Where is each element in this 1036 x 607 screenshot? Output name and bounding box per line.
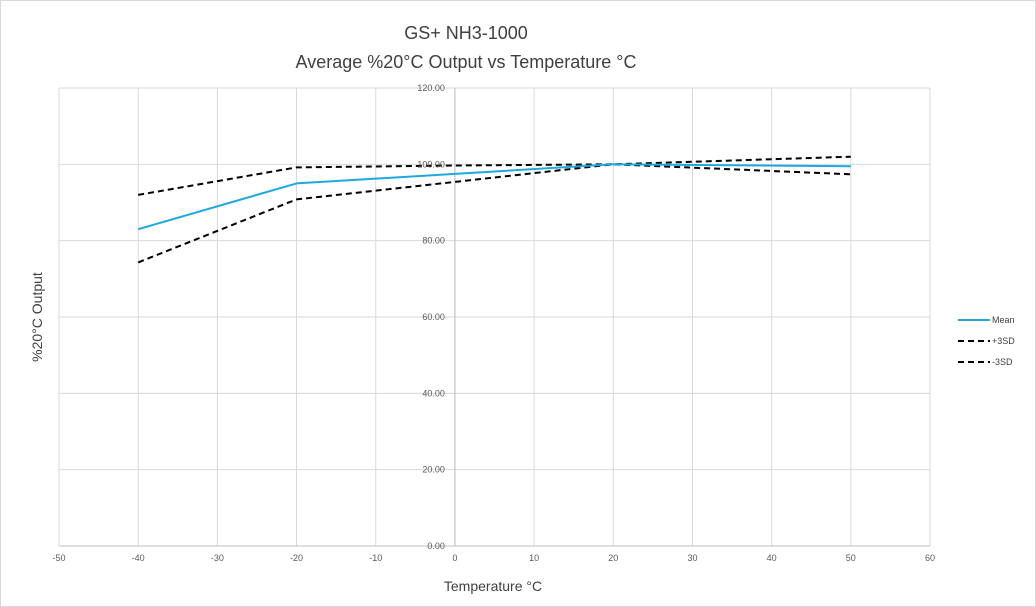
series-lines — [137, 155, 851, 264]
x-tick-label: 60 — [925, 553, 935, 563]
y-tick-label: 120.00 — [417, 83, 445, 93]
grid-lines — [58, 87, 931, 547]
series-line-mean — [137, 163, 851, 231]
y-tick-label: 40.00 — [422, 388, 445, 398]
chart-title-line2: Average %20°C Output vs Temperature °C — [296, 52, 637, 72]
x-axis-title: Temperature °C — [444, 578, 542, 594]
legend: Mean +3SD -3SD — [958, 315, 1015, 367]
x-tick-label: -40 — [132, 553, 145, 563]
y-tick-label: 100.00 — [417, 159, 445, 169]
x-tick-label: 0 — [452, 553, 457, 563]
x-tick-label: -30 — [211, 553, 224, 563]
tick-labels: -50 -40 -30 -20 -10 0 10 20 30 40 50 60 0.00 20.00 40.… — [52, 83, 935, 563]
legend-label: +3SD — [992, 336, 1015, 346]
x-tick-label: 40 — [767, 553, 777, 563]
y-tick-label: 20.00 — [422, 465, 445, 475]
x-tick-label: 50 — [846, 553, 856, 563]
chart-title-line1: GS+ NH3-1000 — [404, 23, 528, 43]
x-tick-label: -50 — [52, 553, 65, 563]
legend-label: Mean — [992, 315, 1015, 325]
x-tick-label: 10 — [529, 553, 539, 563]
x-tick-label: 30 — [687, 553, 697, 563]
y-tick-label: 0.00 — [427, 541, 445, 551]
series-line-minus3sd — [137, 163, 851, 264]
y-tick-label: 60.00 — [422, 312, 445, 322]
y-axis-title: %20°C Output — [29, 272, 45, 362]
legend-label: -3SD — [992, 357, 1013, 367]
x-tick-label: -20 — [290, 553, 303, 563]
y-tick-label: 80.00 — [422, 236, 445, 246]
x-tick-label: -10 — [369, 553, 382, 563]
series-line-minus3sd — [138, 155, 851, 196]
x-tick-label: 20 — [608, 553, 618, 563]
